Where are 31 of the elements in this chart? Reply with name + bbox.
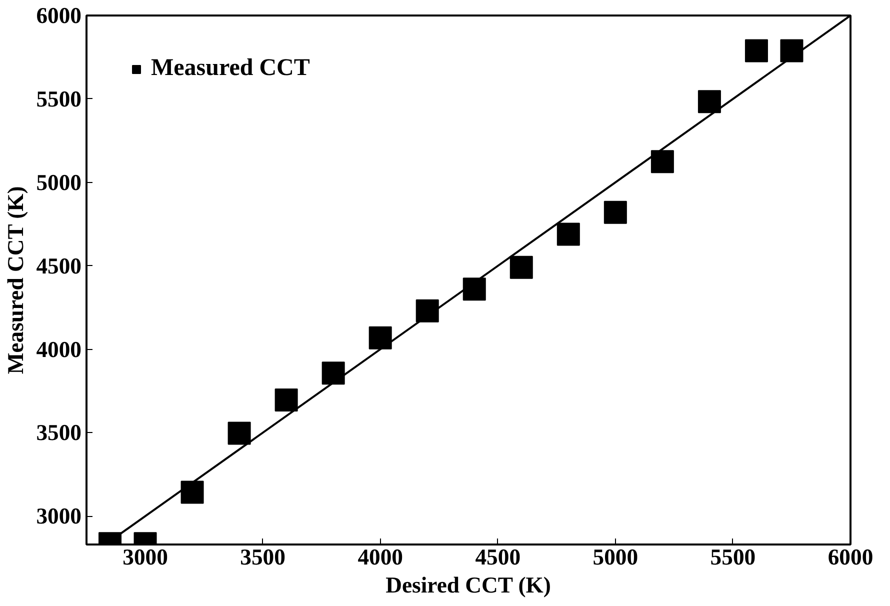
point [180, 480, 204, 504]
point [462, 278, 486, 301]
point [416, 299, 439, 322]
x-tick-label: 3500 [240, 544, 286, 570]
point [322, 362, 345, 385]
y-tick-label: 5000 [36, 170, 82, 195]
point [368, 326, 392, 350]
point [274, 388, 298, 412]
y-axis-title: Measured CCT (K) [3, 186, 28, 374]
x-tick-label: 5000 [592, 544, 638, 570]
x-tick-label: 3000 [122, 544, 168, 570]
y-tick-label: 4000 [36, 336, 82, 362]
y-tick-label: 4500 [36, 253, 82, 278]
x-tick-label: 5500 [710, 544, 756, 570]
y-tick-label: 6000 [36, 3, 82, 28]
y-tick-label: 3500 [36, 420, 82, 446]
x-tick-label: 4500 [475, 544, 521, 570]
legend-label: Measured CCT [151, 55, 310, 82]
point [510, 256, 533, 279]
point [556, 222, 580, 246]
x-tick-label: 6000 [828, 544, 874, 570]
point [228, 422, 251, 445]
y-tick-label: 3000 [36, 504, 82, 529]
point [698, 90, 721, 114]
y-tick-label: 5500 [36, 86, 82, 112]
point [744, 39, 768, 62]
point [780, 39, 804, 62]
point [604, 200, 627, 224]
point [650, 150, 674, 174]
x-axis-title: Desired CCT (K) [386, 572, 551, 598]
x-tick-label: 4000 [358, 544, 403, 570]
